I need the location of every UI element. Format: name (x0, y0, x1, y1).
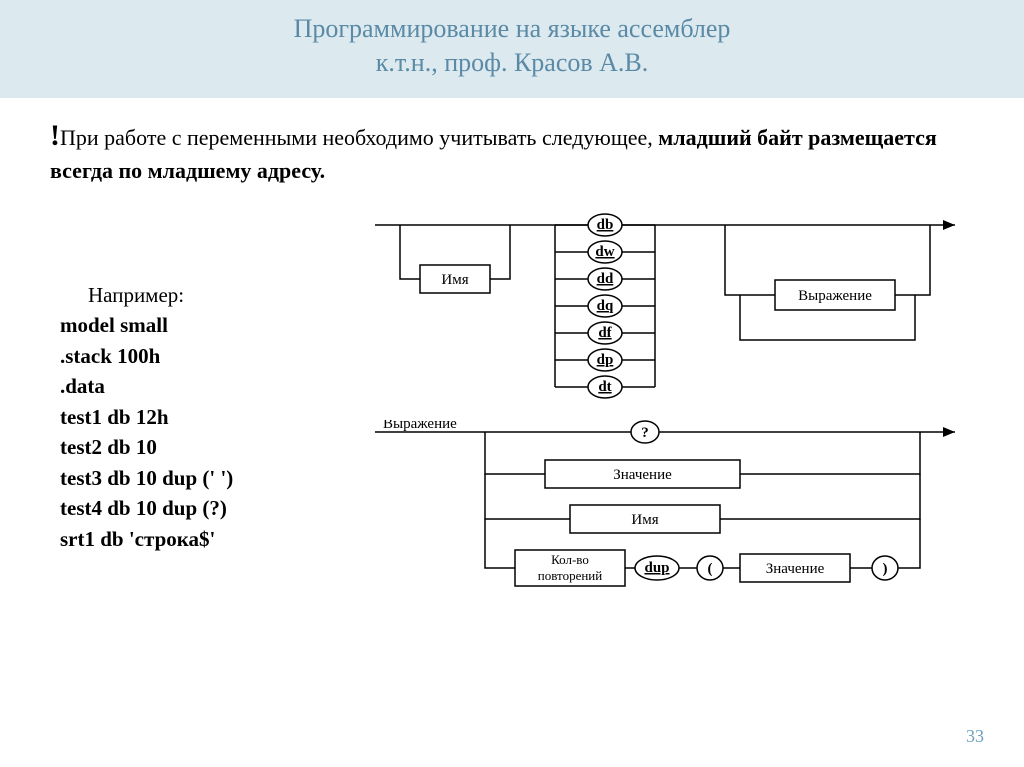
code-l1: model small (60, 313, 168, 337)
code-l5: test2 db 10 (60, 435, 157, 459)
header-line2: к.т.н., проф. Красов А.В. (0, 46, 1024, 80)
para-1a: При работе с переменными необходимо учит… (60, 125, 658, 150)
slide-header: Программирование на языке ассемблер к.т.… (0, 0, 1024, 98)
svg-text:Выражение: Выражение (383, 420, 457, 432)
syntax-diagram-1: Имя db dw dd dq df dp dt Выражение (375, 210, 965, 410)
svg-text:dw: dw (595, 244, 614, 260)
svg-text:(: ( (708, 561, 713, 577)
svg-text:Кол-во: Кол-во (551, 552, 589, 567)
svg-text:Значение: Значение (766, 561, 825, 577)
code-example: Например: model small .stack 100h .data … (60, 280, 233, 554)
svg-text:dp: dp (597, 352, 614, 368)
exclamation: ! (50, 119, 60, 152)
page-number: 33 (966, 726, 984, 747)
svg-text:Имя: Имя (441, 272, 468, 288)
code-l8: srt1 db 'строка$' (60, 527, 215, 551)
code-l4: test1 db 12h (60, 405, 169, 429)
svg-text:повторений: повторений (538, 568, 602, 583)
svg-text:): ) (883, 561, 888, 577)
example-label: Например: (60, 280, 233, 310)
svg-text:df: df (598, 325, 612, 341)
code-l3: .data (60, 374, 105, 398)
svg-text:dq: dq (597, 298, 614, 314)
code-l6: test3 db 10 dup (' ') (60, 466, 233, 490)
svg-text:db: db (597, 217, 614, 233)
code-l2: .stack 100h (60, 344, 160, 368)
svg-text:?: ? (641, 425, 649, 441)
body-paragraph: !При работе с переменными необходимо учи… (0, 98, 1024, 186)
svg-text:dt: dt (598, 379, 611, 395)
header-line1: Программирование на языке ассемблер (0, 12, 1024, 46)
svg-text:Имя: Имя (631, 512, 658, 528)
code-l7: test4 db 10 dup (?) (60, 496, 227, 520)
svg-text:Значение: Значение (613, 467, 672, 483)
svg-text:dd: dd (597, 271, 614, 287)
svg-text:Выражение: Выражение (798, 288, 872, 304)
svg-text:dup: dup (644, 560, 669, 576)
syntax-diagram-2: Выражение? Значение Имя Кол-воповторений dup… (375, 420, 965, 620)
